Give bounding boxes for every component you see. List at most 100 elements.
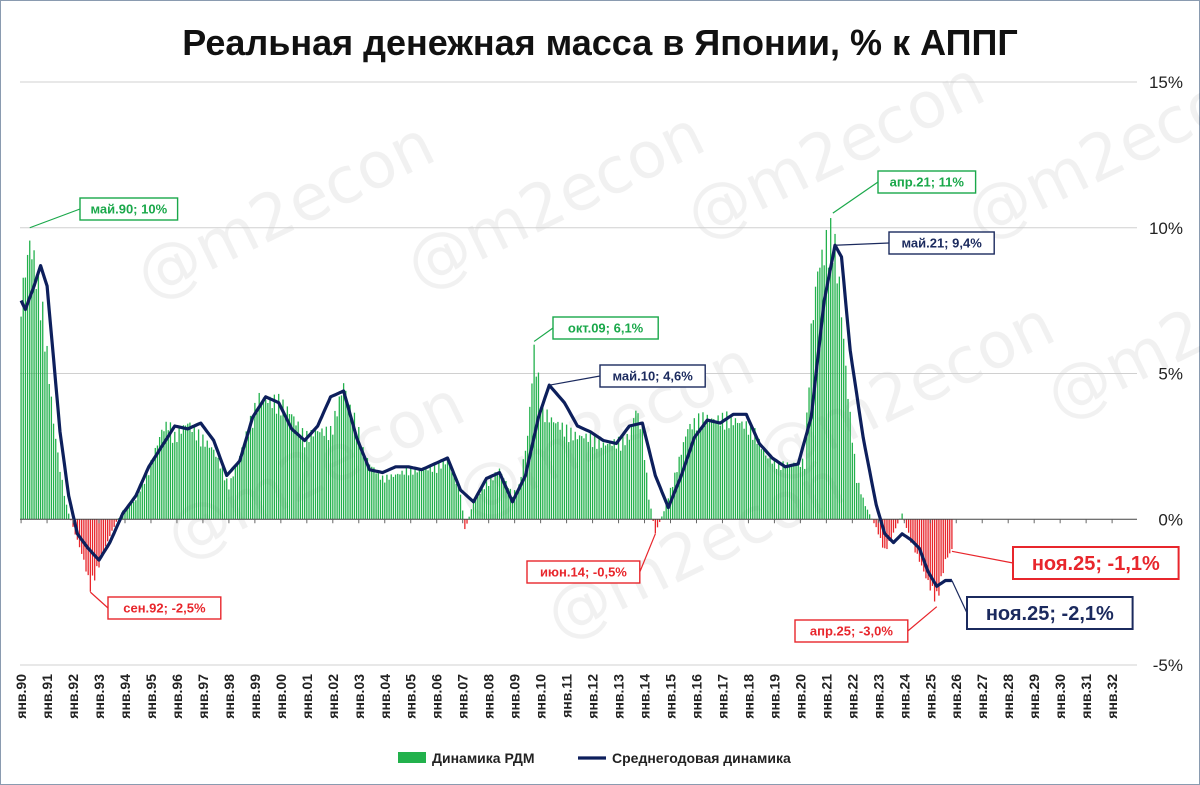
bar (345, 390, 347, 520)
bar (24, 277, 27, 520)
bar (594, 434, 596, 520)
bar (236, 462, 239, 520)
bar (687, 429, 689, 520)
bar (213, 449, 215, 520)
bar (936, 519, 938, 592)
bar (360, 448, 362, 520)
annotation-label: июн.14; -0,5% (540, 565, 627, 580)
bar (451, 472, 453, 520)
x-tick-label: янв.02 (325, 674, 341, 719)
bar (542, 402, 544, 520)
bar (63, 495, 66, 520)
bar (158, 436, 161, 520)
bar (197, 429, 200, 520)
bar (685, 436, 687, 520)
bar (784, 467, 786, 520)
x-tick-label: янв.18 (740, 674, 756, 719)
bar (526, 435, 529, 520)
bar (254, 402, 256, 520)
bar (208, 447, 211, 520)
bar (537, 372, 540, 520)
x-tick-label: янв.22 (844, 674, 860, 719)
bar (397, 473, 399, 520)
bar (596, 448, 598, 520)
bar (135, 500, 137, 520)
bar (775, 468, 778, 520)
bar (736, 422, 739, 520)
bar (202, 434, 204, 520)
bar (689, 423, 691, 520)
bar (52, 423, 55, 520)
bar (604, 445, 607, 520)
bar (29, 240, 31, 520)
bar (481, 488, 483, 520)
bar (479, 493, 481, 520)
x-tick-label: янв.29 (1026, 674, 1042, 719)
bar (169, 422, 172, 520)
bar (373, 467, 375, 520)
bar (55, 438, 57, 520)
bar (778, 460, 780, 520)
bar (176, 442, 178, 520)
bar (613, 439, 615, 520)
bar (624, 445, 626, 520)
bar (881, 519, 884, 548)
bar (585, 433, 587, 520)
bar (124, 509, 126, 520)
bar (721, 412, 724, 520)
x-tick-label: янв.99 (247, 674, 263, 719)
bar (637, 413, 639, 520)
bar (656, 519, 659, 528)
bar (429, 465, 431, 520)
bar (849, 411, 851, 520)
bar (243, 445, 245, 520)
bar (927, 519, 929, 581)
bar (678, 456, 680, 520)
watermark-7: @m2econ (1035, 227, 1200, 434)
bar (258, 392, 260, 520)
bar (438, 462, 440, 520)
bar (384, 482, 386, 520)
bar (364, 458, 366, 520)
bar (635, 410, 637, 520)
annotation-leader (832, 181, 879, 214)
bar (925, 519, 927, 579)
bar (782, 461, 784, 520)
bar (633, 418, 635, 520)
bar (864, 506, 866, 520)
bar (304, 447, 306, 520)
bar (154, 447, 156, 520)
bar (100, 519, 102, 557)
x-tick-label: янв.19 (766, 674, 782, 719)
bar (459, 494, 462, 520)
bar (663, 511, 665, 520)
annotation-label: апр.25; -3,0% (810, 624, 893, 639)
bar (223, 480, 226, 520)
bar (695, 430, 698, 520)
bar (860, 494, 862, 520)
bar (232, 476, 234, 520)
bar (507, 487, 509, 520)
bar (182, 425, 185, 520)
bar (314, 430, 317, 520)
bar (26, 254, 29, 520)
bar (827, 267, 830, 520)
bar (920, 519, 923, 566)
bar (743, 428, 745, 520)
bar (659, 519, 661, 523)
bar (923, 519, 925, 572)
x-tick-label: янв.09 (507, 674, 523, 719)
bar (875, 519, 877, 528)
bar (877, 519, 879, 535)
bar (680, 454, 682, 520)
bar (59, 471, 61, 520)
bar (620, 450, 622, 520)
bar (353, 412, 356, 520)
bar (546, 409, 548, 520)
bar (145, 472, 148, 520)
bar (78, 519, 81, 548)
annotation-label: май.90; 10% (90, 202, 167, 217)
x-tick-label: янв.00 (273, 674, 289, 719)
annotation-label: ноя.25; -1,1% (1032, 553, 1160, 575)
bar (708, 421, 711, 520)
